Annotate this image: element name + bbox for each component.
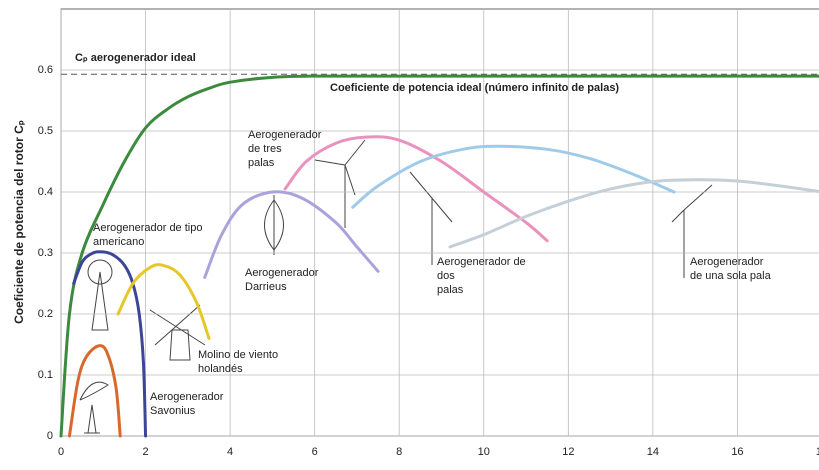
series-label: Aerogenerador de — [437, 256, 526, 268]
y-tick-label: 0.5 — [38, 125, 53, 137]
series-label: americano — [93, 236, 144, 248]
series-label: Aerogenerador — [150, 391, 224, 403]
y-tick-label: 0.4 — [38, 186, 53, 198]
one-blade-icon — [671, 184, 713, 278]
x-tick-label: 12 — [562, 446, 574, 458]
series-label: Darrieus — [245, 281, 287, 293]
series-line — [283, 135, 549, 243]
series-label: de tres — [248, 143, 282, 155]
series-line — [116, 263, 211, 340]
series-label: Aerogenerador — [245, 267, 319, 279]
series-line — [203, 190, 380, 279]
series-label: palas — [437, 284, 464, 296]
x-tick-label: 10 — [478, 446, 490, 458]
series-label: Savonius — [150, 405, 196, 417]
y-tick-label: 0.2 — [38, 308, 53, 320]
x-tick-label: 2 — [142, 446, 148, 458]
three-blade-icon — [314, 139, 366, 228]
series-line — [59, 74, 819, 438]
y-tick-label: 0.6 — [38, 64, 53, 76]
series-line — [72, 250, 148, 438]
darrieus-icon — [264, 195, 284, 255]
x-tick-label: 16 — [731, 446, 743, 458]
x-tick-label: 4 — [227, 446, 233, 458]
american-icon — [87, 259, 113, 331]
series-line — [351, 144, 676, 209]
series-line — [67, 344, 122, 438]
series-label: de una sola pala — [690, 270, 772, 282]
series-label: Aerogenerador — [690, 256, 764, 268]
series-label: Aerogenerador — [248, 129, 322, 141]
y-tick-label: 0.1 — [38, 369, 53, 381]
savonius-icon — [79, 381, 109, 434]
dutch-icon — [149, 304, 206, 361]
turbine-icons — [79, 139, 713, 434]
x-tick-label: 0 — [58, 446, 64, 458]
series-label: Coeficiente de potencia ideal (número in… — [330, 82, 619, 94]
x-tick-label: 18 — [816, 446, 819, 458]
y-tick-label: 0.3 — [38, 247, 53, 259]
betz-label: Cₚ aerogenerador ideal — [75, 52, 196, 64]
series-label: dos — [437, 270, 455, 282]
x-tick-label: 6 — [312, 446, 318, 458]
x-tick-label: 14 — [647, 446, 659, 458]
series-label: holandés — [198, 363, 243, 375]
two-blade-icon — [409, 171, 453, 265]
series-label: palas — [248, 157, 275, 169]
y-axis-label: Coeficiente de potencia del rotor Cₚ — [12, 120, 26, 324]
series-label: Aerogenerador de tipo — [93, 222, 202, 234]
x-tick-label: 8 — [396, 446, 402, 458]
series-line — [448, 178, 819, 249]
y-tick-label: 0 — [47, 430, 53, 442]
series-label: Molino de viento — [198, 349, 278, 361]
